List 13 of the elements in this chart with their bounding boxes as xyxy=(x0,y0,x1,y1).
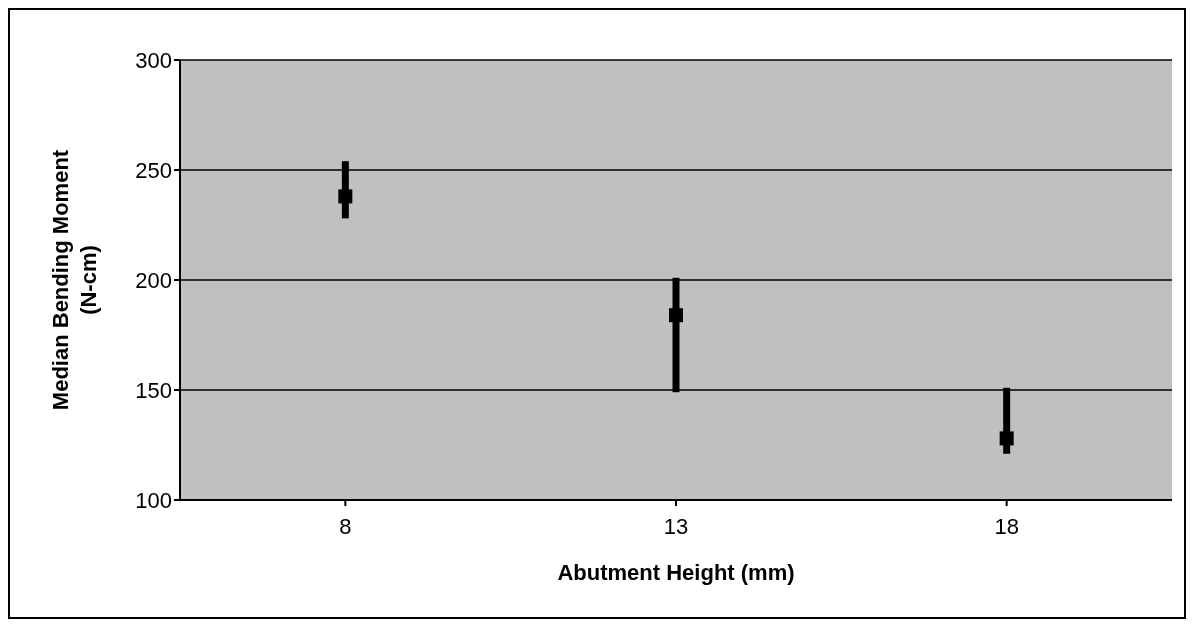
y-tick-label: 200 xyxy=(135,267,172,293)
x-tick-label: 8 xyxy=(339,513,352,539)
x-tick-label: 13 xyxy=(663,513,689,539)
y-axis-title: Median Bending Moment (N-cm) xyxy=(48,149,101,411)
y-tick-label: 300 xyxy=(135,47,172,73)
y-tick-label: 150 xyxy=(135,377,172,403)
y-tick-label: 250 xyxy=(135,157,172,183)
point xyxy=(338,189,353,204)
x-axis-title: Abutment Height (mm) xyxy=(557,560,795,585)
y-tick-label: 100 xyxy=(135,487,172,513)
point xyxy=(669,308,683,323)
point xyxy=(999,431,1014,446)
x-tick-label: 18 xyxy=(994,513,1019,539)
